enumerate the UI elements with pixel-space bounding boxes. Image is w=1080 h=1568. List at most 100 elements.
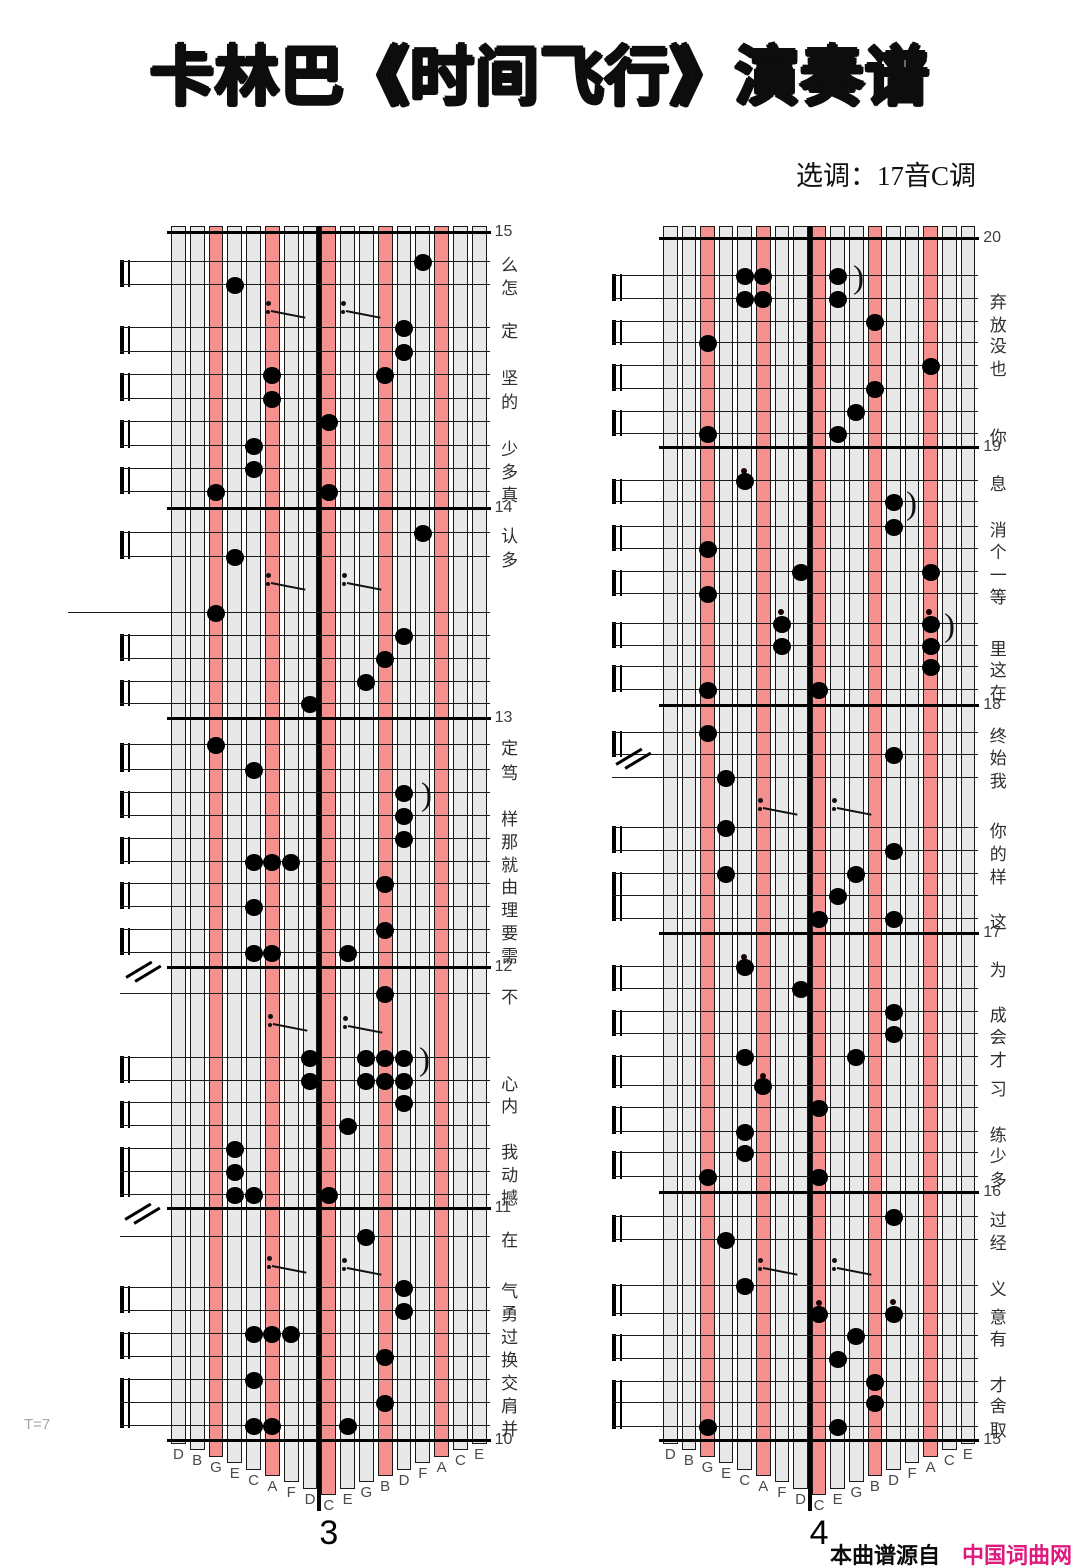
beam-bar <box>620 1284 623 1316</box>
note-dot <box>735 1123 754 1141</box>
lyric-char: 坚 <box>501 369 519 388</box>
beam-bar <box>620 479 623 504</box>
beam-bar <box>612 731 616 757</box>
grace-note-icon <box>758 1267 762 1271</box>
glissando-icon <box>124 1202 152 1221</box>
tine-letter: G <box>850 1484 863 1502</box>
octave-dot <box>741 954 747 960</box>
beam-connector-line <box>612 1285 661 1287</box>
tine-stripe <box>302 226 318 1489</box>
note-dot <box>395 1302 413 1320</box>
tine-stripe <box>774 226 790 1483</box>
tine-stripe <box>377 226 393 1476</box>
note-dot <box>376 1348 395 1366</box>
beam-connector-line <box>612 1131 661 1133</box>
beam-bar <box>620 320 623 345</box>
lyric-char: 才 <box>989 1376 1007 1395</box>
beam-bar <box>620 731 623 757</box>
beat-line <box>168 703 490 705</box>
tie-mark: ) <box>853 260 864 296</box>
note-dot <box>395 1049 413 1067</box>
note-dot <box>225 1140 244 1158</box>
beam-bar <box>128 420 131 448</box>
beam-bar <box>612 320 616 345</box>
beam-bar <box>612 1151 616 1179</box>
beam-bar <box>612 665 616 692</box>
beam-connector-line <box>120 658 169 660</box>
tine-letter: F <box>907 1465 917 1483</box>
tine-letter: B <box>192 1452 203 1470</box>
measure-line <box>167 506 491 510</box>
note-dot <box>754 290 773 308</box>
tine-letter: C <box>323 1497 335 1515</box>
beat-line <box>660 411 979 413</box>
beam-connector-line <box>612 1239 661 1241</box>
tine-letter: B <box>380 1478 391 1495</box>
beat-line <box>660 1426 979 1428</box>
note-dot <box>376 650 395 668</box>
tine-letter: C <box>739 1471 751 1489</box>
lyric-char: 等 <box>989 588 1007 607</box>
beam-bar <box>120 791 124 818</box>
note-dot <box>865 313 884 331</box>
tine-letter: D <box>888 1471 899 1489</box>
beat-line <box>168 374 490 376</box>
beat-line <box>168 792 490 794</box>
beam-connector-line <box>612 480 661 482</box>
note-dot <box>376 1049 395 1067</box>
grace-note-icon <box>342 573 347 578</box>
beat-line <box>660 666 979 668</box>
beam-connector-line <box>612 1033 661 1035</box>
beam-bar <box>128 882 131 909</box>
beam-connector-line <box>120 1402 169 1404</box>
note-dot <box>791 563 810 581</box>
note-dot <box>698 724 717 742</box>
lyric-char: 意 <box>989 1308 1007 1327</box>
beat-line <box>168 1379 490 1381</box>
grace-note-icon <box>266 573 271 578</box>
tine-letter: D <box>398 1471 410 1489</box>
measure-number: 15 <box>983 1431 1001 1448</box>
lyric-char: 样 <box>501 810 519 829</box>
note-dot <box>357 1228 376 1246</box>
key-selection-label: 选调：17音C调 <box>796 161 977 191</box>
beam-bar <box>128 837 131 864</box>
note-dot <box>698 425 717 443</box>
tine-stripe <box>321 226 337 1496</box>
grace-note-icon <box>832 1258 837 1263</box>
lyric-char: 取 <box>989 1421 1007 1440</box>
lyric-char: 义 <box>989 1280 1007 1299</box>
lyric-char: 多 <box>989 1171 1007 1190</box>
note-dot <box>263 390 282 408</box>
beam-connector-line <box>612 873 661 875</box>
lyric-char: 里 <box>989 640 1007 659</box>
beam-bar <box>620 1010 623 1036</box>
tine-stripe <box>208 226 224 1457</box>
beam-bar <box>612 1284 616 1316</box>
beam-connector-line <box>612 732 661 734</box>
note-dot <box>717 819 736 837</box>
beam-connector-line <box>120 532 169 534</box>
note-dot <box>735 1144 754 1162</box>
lyric-char: 会 <box>989 1028 1007 1047</box>
note-dot <box>338 944 357 962</box>
beam-bar <box>128 791 131 818</box>
lyric-char: 你 <box>989 428 1007 447</box>
note-dot <box>847 865 866 883</box>
tine-letter: E <box>474 1446 485 1463</box>
beam-connector-line <box>612 1152 661 1154</box>
note-dot <box>244 1417 263 1435</box>
lyric-char: 没 <box>989 337 1007 356</box>
beat-line <box>168 1102 490 1104</box>
footer: 本曲谱源自 中国词曲网 <box>0 1538 1072 1568</box>
beam-bar <box>612 364 616 391</box>
tine-letter: D <box>795 1490 806 1508</box>
tine-letter: A <box>925 1458 936 1476</box>
beam-connector-line <box>612 1216 661 1218</box>
beam-connector-line <box>120 556 169 558</box>
note-dot <box>884 1305 903 1323</box>
note-dot <box>828 887 847 905</box>
measure-number: 12 <box>494 958 513 975</box>
measure-line <box>167 230 491 234</box>
note-dot <box>810 1099 829 1117</box>
